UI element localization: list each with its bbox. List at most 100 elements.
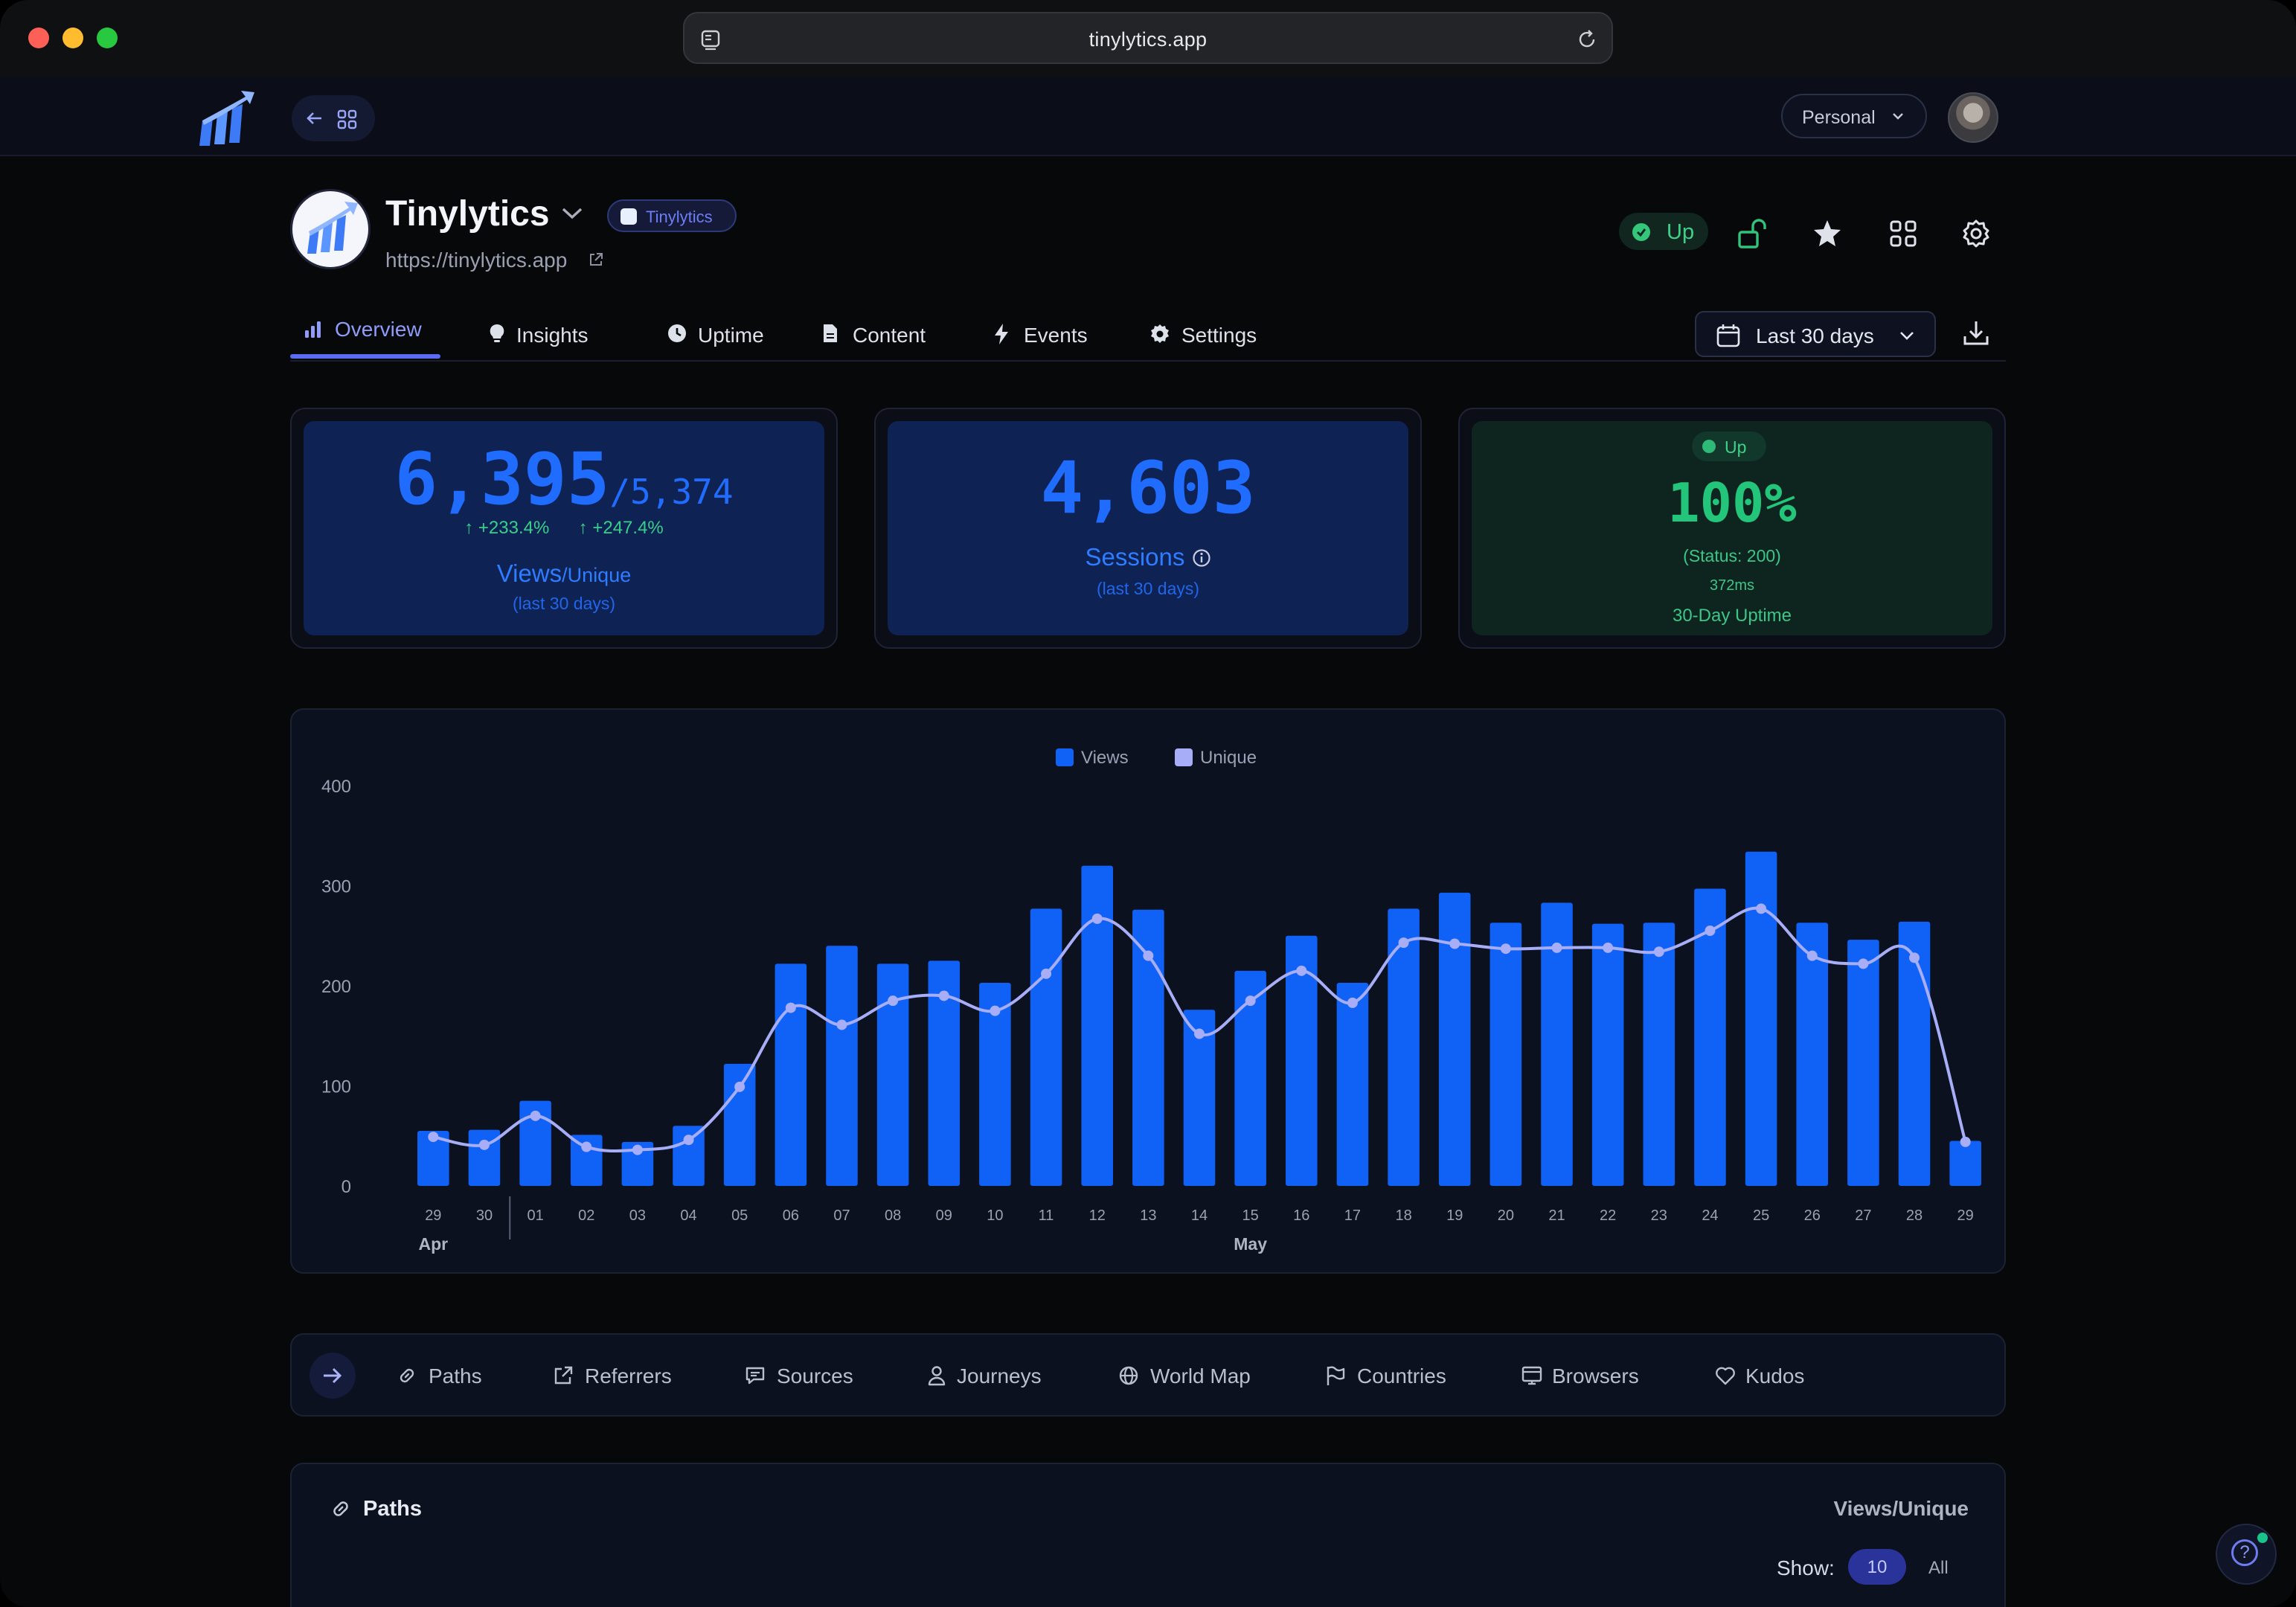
unique-label: /Unique bbox=[562, 564, 632, 586]
maximize-window-button[interactable] bbox=[97, 28, 118, 48]
views-total-row: 6,395/5,374 bbox=[304, 437, 824, 521]
x-tick-label: 18 bbox=[1395, 1207, 1411, 1224]
views-change: ↑ +233.4% bbox=[464, 518, 550, 538]
views-bar bbox=[1489, 923, 1522, 1186]
views-label: Views bbox=[496, 559, 562, 587]
download-icon[interactable] bbox=[1961, 318, 1991, 348]
show-all-button[interactable]: All bbox=[1928, 1558, 1949, 1578]
workspace-select[interactable]: Personal bbox=[1781, 94, 1927, 138]
x-tick-label: 29 bbox=[1957, 1207, 1974, 1224]
unique-point bbox=[836, 1019, 847, 1030]
tab-overview[interactable]: Overview bbox=[290, 308, 476, 359]
star-icon[interactable] bbox=[1811, 217, 1844, 250]
tab-settings[interactable]: Settings bbox=[1149, 308, 1275, 359]
app-header: Personal bbox=[0, 77, 2296, 156]
views-bar bbox=[1949, 1141, 1981, 1186]
nav-journeys-label: Journeys bbox=[957, 1364, 1042, 1388]
x-tick-label: 26 bbox=[1804, 1207, 1821, 1224]
x-tick-label: 14 bbox=[1191, 1207, 1208, 1224]
unique-point bbox=[530, 1110, 541, 1121]
sidebar-icon[interactable] bbox=[699, 28, 722, 51]
views-bar bbox=[1388, 908, 1420, 1186]
unique-point bbox=[581, 1141, 592, 1152]
site-title: Tinylytics bbox=[385, 194, 550, 234]
globe-icon bbox=[1119, 1366, 1138, 1385]
chevron-down-icon bbox=[1900, 332, 1914, 340]
views-bar bbox=[1286, 935, 1318, 1186]
site-tabs: Overview Insights Uptime Content bbox=[290, 308, 2006, 362]
views-period: (last 30 days) bbox=[512, 594, 616, 613]
tinylytics-logo[interactable] bbox=[192, 88, 259, 155]
show-10-label: 10 bbox=[1867, 1557, 1888, 1577]
views-total: 6,395 bbox=[394, 437, 610, 521]
x-tick-label: 08 bbox=[885, 1207, 901, 1224]
minimize-window-button[interactable] bbox=[62, 28, 83, 48]
views-bar bbox=[1643, 923, 1675, 1186]
unique-point bbox=[683, 1135, 694, 1146]
paths-title: Paths bbox=[363, 1497, 422, 1521]
views-bar bbox=[1541, 902, 1573, 1186]
x-tick-label: 16 bbox=[1293, 1207, 1309, 1224]
tab-insights[interactable]: Insights bbox=[488, 308, 607, 359]
lightbulb-icon bbox=[490, 324, 504, 342]
tab-content[interactable]: Content bbox=[821, 308, 948, 359]
x-tick-label: 11 bbox=[1039, 1207, 1054, 1224]
x-tick-label: 21 bbox=[1548, 1207, 1565, 1224]
views-change-row: ↑ +233.4% ↑ +247.4% bbox=[304, 518, 824, 539]
unique-point bbox=[1909, 952, 1920, 963]
nav-sources-label: Sources bbox=[777, 1364, 853, 1388]
unique-point bbox=[1398, 937, 1409, 949]
tab-uptime[interactable]: Uptime bbox=[667, 308, 778, 359]
paths-column-header: Views/Unique bbox=[1833, 1497, 1969, 1520]
x-tick-label: 23 bbox=[1651, 1207, 1667, 1224]
check-circle-icon bbox=[1702, 440, 1716, 453]
user-avatar[interactable] bbox=[1948, 92, 1998, 143]
tab-events[interactable]: Events bbox=[993, 308, 1104, 359]
calendar-icon bbox=[1716, 324, 1740, 347]
browser-chrome: tinylytics.app bbox=[0, 0, 2296, 77]
unique-point bbox=[1091, 913, 1103, 924]
x-tick-label: 25 bbox=[1753, 1207, 1769, 1224]
site-switcher-chevron-icon[interactable] bbox=[559, 205, 585, 222]
show-10-button[interactable]: 10 bbox=[1848, 1549, 1906, 1585]
unique-point bbox=[1296, 965, 1307, 976]
x-tick-label: 22 bbox=[1600, 1207, 1616, 1224]
site-url[interactable]: https://tinylytics.app bbox=[385, 248, 568, 272]
uptime-card: Up 100% (Status: 200) 372ms 30-Day Uptim… bbox=[1458, 408, 2006, 649]
report-nav-arrow-button[interactable] bbox=[310, 1353, 356, 1399]
unique-point bbox=[888, 995, 899, 1007]
unlock-icon[interactable] bbox=[1737, 217, 1769, 250]
y-tick-label: 300 bbox=[321, 877, 351, 897]
reload-icon[interactable] bbox=[1576, 28, 1598, 51]
close-window-button[interactable] bbox=[28, 28, 49, 48]
x-tick-label: 01 bbox=[527, 1207, 543, 1224]
unique-point bbox=[1756, 903, 1767, 914]
unique-point bbox=[1347, 997, 1358, 1008]
uptime-card-body: Up 100% (Status: 200) 372ms 30-Day Uptim… bbox=[1472, 421, 1992, 635]
question-icon: ? bbox=[2231, 1539, 2258, 1566]
site-status-badge: Up bbox=[1619, 213, 1708, 250]
bolt-icon bbox=[995, 324, 1008, 344]
views-bar bbox=[1132, 909, 1164, 1186]
uptime-status-badge: Up bbox=[1692, 432, 1766, 461]
x-tick-label: 07 bbox=[833, 1207, 850, 1224]
unique-point bbox=[1806, 950, 1818, 961]
link-icon bbox=[400, 1368, 414, 1383]
unique-line bbox=[432, 906, 1967, 1153]
back-to-sites-button[interactable] bbox=[292, 95, 375, 141]
grid-icon[interactable] bbox=[1887, 217, 1920, 250]
info-icon[interactable] bbox=[1192, 548, 1211, 568]
x-tick-label: 05 bbox=[731, 1207, 748, 1224]
nav-kudos-label: Kudos bbox=[1745, 1364, 1805, 1388]
tab-uptime-label: Uptime bbox=[698, 324, 764, 347]
external-link-icon[interactable] bbox=[588, 251, 604, 268]
address-bar[interactable]: tinylytics.app bbox=[683, 12, 1613, 64]
settings-gear-icon[interactable] bbox=[1960, 217, 1992, 250]
x-tick-label: 24 bbox=[1702, 1207, 1718, 1224]
date-range-select[interactable]: Last 30 days bbox=[1695, 311, 1936, 357]
help-button[interactable]: ? bbox=[2216, 1524, 2277, 1585]
y-tick-label: 0 bbox=[341, 1177, 351, 1197]
y-tick-label: 200 bbox=[321, 977, 351, 997]
gear-icon bbox=[1151, 324, 1169, 343]
uptime-percent: 100% bbox=[1667, 472, 1797, 534]
